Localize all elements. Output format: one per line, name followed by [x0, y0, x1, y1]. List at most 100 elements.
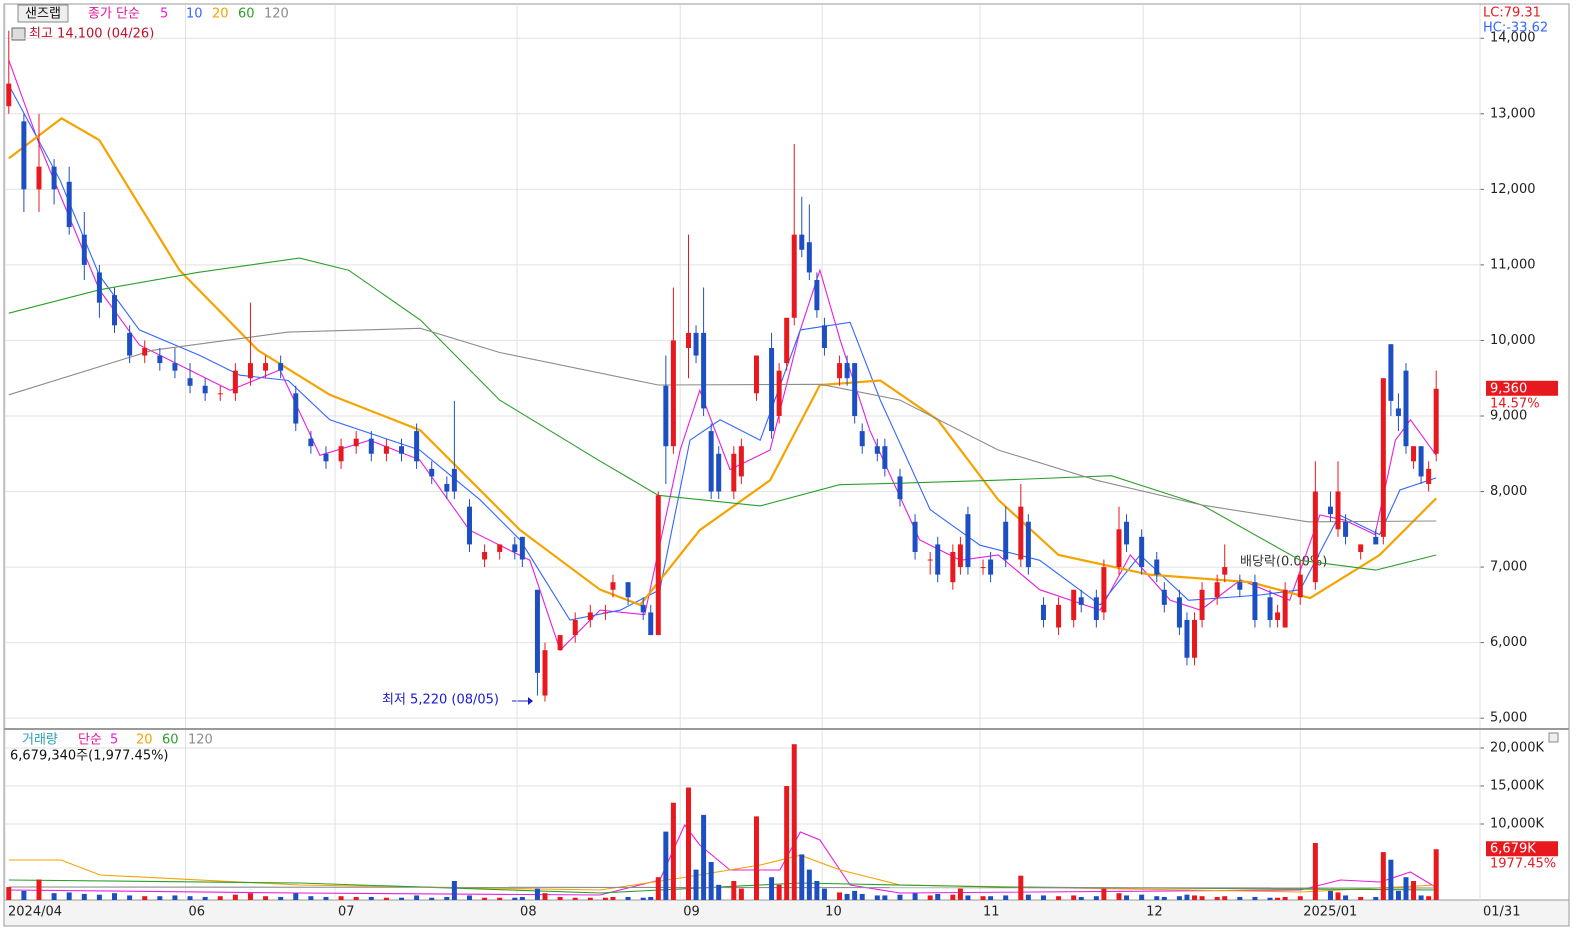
volume-bar: [738, 888, 744, 900]
volume-bar: [640, 897, 646, 900]
last-value-box: [1486, 841, 1558, 857]
candle-body: [1056, 604, 1062, 628]
candle-body: [1093, 597, 1099, 620]
candle-body: [648, 612, 654, 636]
candle-body: [1124, 521, 1130, 545]
candle-body: [988, 559, 994, 575]
volume-bar: [791, 744, 797, 900]
volume-bar: [882, 895, 888, 900]
candle-body: [338, 446, 344, 462]
stock-name[interactable]: 샌즈랩: [25, 7, 61, 22]
candle-body: [1139, 536, 1145, 568]
legend-entry: 120: [264, 7, 289, 22]
volume-bar: [112, 893, 118, 900]
candle-body: [1116, 529, 1122, 568]
candle-body: [1358, 544, 1364, 552]
candle-body: [806, 242, 812, 273]
volume-bar: [708, 862, 714, 900]
volume-bar: [187, 896, 193, 900]
volume-bar: [1388, 859, 1394, 900]
icon[interactable]: [11, 27, 26, 41]
volume-bar: [821, 888, 827, 900]
candle-body: [187, 378, 193, 386]
volume-bar: [353, 896, 359, 900]
candle-body: [1380, 378, 1386, 537]
candle-body: [1433, 388, 1439, 454]
candle-body: [112, 295, 118, 326]
volume-bar: [957, 888, 963, 900]
candle-body: [776, 370, 782, 416]
panel-button[interactable]: [1548, 732, 1559, 743]
candle-body: [814, 279, 820, 311]
candle-body: [1192, 619, 1198, 658]
candle-body: [602, 612, 608, 614]
volume-bar: [278, 896, 284, 900]
volume-summary: 6,679,340주(1,977.45%): [10, 749, 169, 764]
volume-bar: [1003, 895, 1009, 900]
volume-bar: [172, 895, 178, 900]
volume-label: 거래량: [22, 733, 58, 748]
candle-body: [466, 506, 472, 545]
volume-bar: [1327, 890, 1333, 900]
ma-label: 종가 단순: [88, 7, 140, 22]
volume-bar: [701, 814, 707, 900]
legend-entry: 60: [238, 7, 255, 22]
volume-bar: [1176, 896, 1182, 900]
low-label: 최저 5,220 (08/05): [382, 693, 499, 708]
volume-bar: [1018, 875, 1024, 900]
volume-bar: [837, 892, 843, 900]
candle-body: [81, 234, 87, 265]
candle-body: [1411, 446, 1417, 462]
candle-body: [1040, 604, 1046, 620]
candle-body: [874, 446, 880, 454]
y-tick-label: 14,000: [1490, 31, 1536, 46]
candle-body: [738, 446, 744, 477]
volume-bar: [844, 893, 850, 900]
candle-body: [263, 363, 269, 371]
candle-body: [1312, 491, 1318, 583]
x-tick-label: 12: [1146, 905, 1163, 920]
ex-dividend-label: 배당락(0.00%): [1240, 555, 1327, 570]
volume-bar: [534, 888, 540, 900]
candle-body: [1403, 370, 1409, 447]
legend-entry: 20: [212, 7, 229, 22]
stock-name-box[interactable]: [17, 4, 69, 23]
candle-body: [1222, 567, 1228, 575]
volume-bar: [912, 893, 918, 900]
candle-body: [882, 446, 888, 469]
candle-body: [670, 340, 676, 447]
y-tick-label: 13,000: [1490, 106, 1536, 121]
candle-body: [368, 438, 374, 454]
candle-body: [1078, 597, 1084, 605]
volume-bar: [127, 895, 133, 900]
candle-body: [444, 483, 450, 492]
candle-body: [1018, 506, 1024, 560]
candle-body: [51, 166, 57, 190]
candle-body: [217, 393, 223, 395]
volume-bar: [1116, 893, 1122, 900]
candle-body: [66, 181, 72, 228]
candle-body: [6, 83, 12, 107]
candle-body: [610, 582, 616, 590]
last-value-label: 9,360: [1490, 381, 1527, 396]
legend-entry: 120: [188, 733, 213, 748]
volume-bar: [482, 897, 488, 900]
indicator-lc: LC:79.31: [1483, 6, 1541, 21]
volume-bar: [1312, 843, 1318, 900]
volume-bar: [663, 831, 669, 900]
y-tick-label: 10,000: [1490, 333, 1536, 348]
volume-bar: [784, 786, 790, 900]
legend-entry: 20: [136, 733, 153, 748]
volume-bar: [1237, 896, 1243, 900]
volume-bar: [806, 869, 812, 900]
volume-bar: [1071, 895, 1077, 900]
volume-bar: [1297, 896, 1303, 900]
candle-body: [1237, 582, 1243, 590]
volume-bar: [1433, 849, 1439, 900]
candle-body: [1199, 589, 1205, 620]
candle-body: [451, 468, 457, 492]
candle-body: [1275, 612, 1281, 620]
x-tick-label: 2025/01: [1303, 905, 1357, 920]
